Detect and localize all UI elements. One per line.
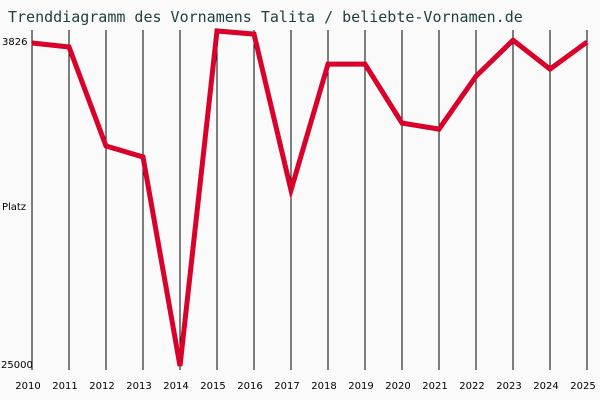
x-axis-label: 2014 [163, 381, 189, 392]
y-axis-bottom-label: 25000 [1, 360, 33, 371]
x-axis-label: 2013 [126, 381, 152, 392]
trend-line [31, 28, 589, 367]
y-axis-top-label: 3826 [2, 37, 28, 48]
x-axis-label: 2015 [200, 381, 226, 392]
x-axis-label: 2019 [348, 381, 374, 392]
x-axis-label: 2021 [422, 381, 448, 392]
x-axis-label: 2022 [459, 381, 485, 392]
x-axis-label: 2018 [311, 381, 337, 392]
y-axis-title: Platz [2, 202, 27, 213]
x-axis-label: 2010 [15, 381, 41, 392]
x-axis-label: 2025 [570, 381, 596, 392]
chart-title: Trenddiagramm des Vornamens Talita / bel… [8, 8, 523, 26]
x-axis-label: 2016 [237, 381, 263, 392]
x-axis-label: 2011 [52, 381, 78, 392]
x-axis-label: 2023 [496, 381, 522, 392]
x-axis-label: 2024 [533, 381, 559, 392]
x-axis-label: 2012 [89, 381, 115, 392]
x-axis-label: 2020 [385, 381, 411, 392]
x-axis-label: 2017 [274, 381, 300, 392]
